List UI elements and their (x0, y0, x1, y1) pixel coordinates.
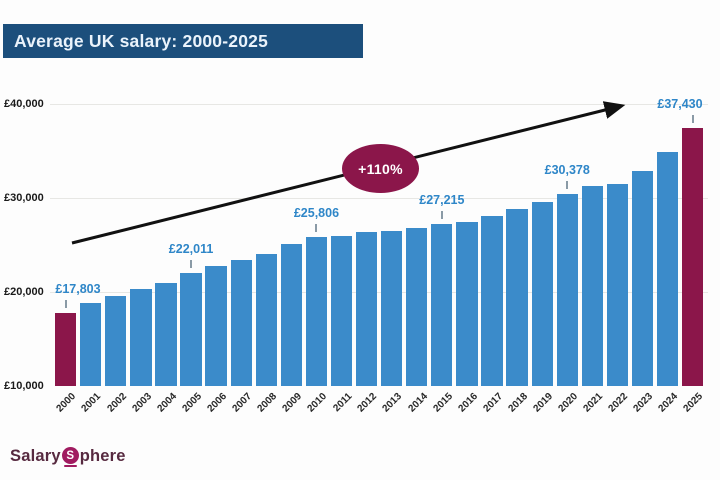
bar-2023 (631, 170, 654, 386)
bar-2008 (255, 254, 277, 386)
bar-2007 (230, 260, 252, 386)
x-tick-label-2022: 2022 (606, 391, 631, 415)
data-label-tick-2000 (64, 299, 67, 308)
x-tick-label-2013: 2013 (380, 391, 405, 415)
logo-s-icon: S (61, 447, 79, 467)
data-label-2015: £27,215 (419, 193, 465, 208)
x-tick-label-2004: 2004 (155, 391, 179, 415)
brand-logo: Salary S phere (10, 444, 126, 468)
x-tick-label-2002: 2002 (105, 391, 129, 415)
logo-text-phere: phere (79, 446, 126, 465)
y-tick-label-40000: £40,000 (4, 98, 44, 110)
bar-2011 (330, 236, 353, 386)
x-tick-label-2009: 2009 (280, 391, 305, 415)
data-label-2020: £30,378 (544, 163, 590, 178)
bar-2000 (55, 312, 77, 386)
x-tick-label-2015: 2015 (431, 391, 455, 415)
logo-text-salary: Salary (10, 446, 61, 465)
bar-2012 (355, 232, 378, 386)
bar-2010 (305, 237, 328, 386)
x-tick-label-2000: 2000 (54, 391, 79, 415)
x-tick-label-2023: 2023 (631, 391, 656, 415)
x-tick-label-2012: 2012 (355, 391, 380, 415)
bar-2014 (406, 227, 428, 386)
data-label-tick-2015 (440, 211, 443, 220)
x-tick-label-2021: 2021 (581, 391, 606, 415)
bar-2005 (180, 273, 202, 386)
bar-2009 (280, 244, 303, 386)
data-label-2000: £17,803 (55, 281, 101, 296)
x-tick-label-2011: 2011 (331, 391, 355, 415)
data-label-tick-2005 (190, 260, 193, 269)
x-tick-label-2010: 2010 (305, 391, 330, 415)
logo-circle-letter: S (66, 449, 75, 462)
x-tick-label-2005: 2005 (180, 391, 204, 415)
bar-2019 (531, 201, 553, 386)
bar-2022 (606, 183, 629, 386)
x-tick-label-2017: 2017 (481, 391, 505, 415)
data-label-tick-2020 (566, 181, 569, 190)
bar-2004 (155, 282, 177, 386)
y-tick-label-10000: £10,000 (4, 380, 44, 392)
growth-badge: +110% (342, 144, 419, 193)
x-tick-label-2001: 2001 (80, 391, 104, 415)
bar-2017 (481, 215, 503, 386)
x-tick-label-2018: 2018 (506, 391, 530, 415)
bar-2020 (556, 194, 578, 386)
x-tick-label-2014: 2014 (406, 391, 430, 415)
bar-2015 (431, 224, 453, 386)
data-label-2025: £37,430 (657, 97, 703, 112)
x-tick-label-2019: 2019 (531, 391, 555, 415)
y-tick-label-30000: £30,000 (4, 192, 44, 204)
bar-2001 (80, 303, 102, 386)
bar-2002 (105, 295, 127, 386)
bar-2021 (581, 185, 603, 386)
x-tick-label-2006: 2006 (205, 391, 229, 415)
x-tick-label-2020: 2020 (556, 391, 581, 415)
x-tick-label-2024: 2024 (656, 391, 681, 415)
logo-underline (63, 465, 77, 467)
y-tick-label-20000: £20,000 (4, 286, 44, 298)
x-tick-label-2003: 2003 (130, 391, 154, 415)
chart-title: Average UK salary: 2000-2025 (14, 30, 269, 51)
data-label-2005: £22,011 (168, 242, 214, 257)
x-tick-label-2016: 2016 (456, 391, 480, 415)
gridline-20000 (50, 292, 708, 293)
data-label-tick-2025 (691, 115, 694, 124)
x-tick-label-2007: 2007 (230, 391, 254, 415)
bar-2024 (656, 151, 679, 386)
bar-2013 (381, 231, 403, 386)
bar-2025 (682, 128, 704, 386)
chart-title-banner: Average UK salary: 2000-2025 (3, 24, 363, 58)
data-label-tick-2010 (315, 224, 318, 233)
growth-badge-label: +110% (358, 160, 403, 177)
bar-2016 (456, 221, 478, 386)
x-tick-label-2008: 2008 (255, 391, 280, 415)
data-label-2010: £25,806 (293, 206, 340, 221)
bar-2018 (506, 209, 528, 386)
bar-2006 (205, 265, 227, 386)
gridline-40000 (50, 104, 708, 105)
bar-2003 (130, 289, 152, 386)
x-tick-label-2025: 2025 (681, 391, 706, 415)
